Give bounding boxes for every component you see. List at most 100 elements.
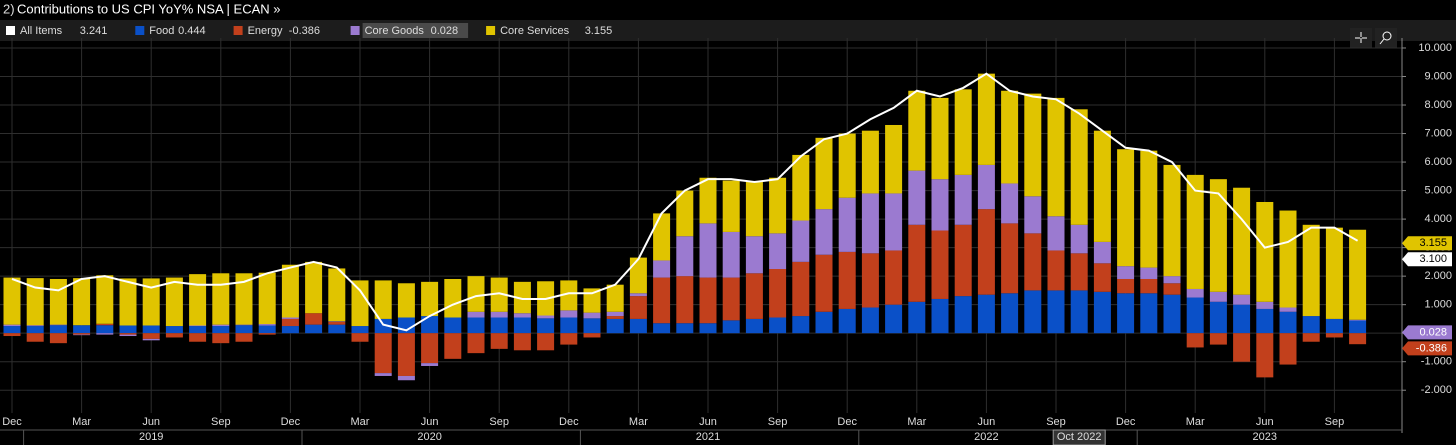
zoom-button[interactable] [1375, 28, 1397, 48]
bar-segment [1302, 316, 1320, 334]
bar-segment [513, 333, 531, 351]
bar-segment [165, 277, 183, 327]
bar-segment [653, 213, 671, 261]
bar-segment [885, 124, 903, 194]
bar-segment [421, 333, 439, 364]
bar-segment [1233, 294, 1251, 305]
bar-segment [699, 323, 717, 334]
toolbar[interactable] [1350, 28, 1397, 48]
bar-segment [1024, 290, 1042, 334]
bar-segment [421, 281, 439, 317]
bar-segment [861, 307, 879, 334]
bar-segment [1001, 223, 1019, 294]
zoom-icon [1382, 31, 1392, 41]
bar-segment [444, 317, 462, 334]
bar-segment [189, 325, 207, 327]
bar-segment [1001, 293, 1019, 334]
bar-segment [537, 333, 555, 351]
bar-segment [1093, 291, 1111, 334]
bar-segment [1349, 229, 1367, 320]
bar-segment [1302, 224, 1320, 317]
bar-segment [1279, 210, 1297, 308]
bar-segment [908, 224, 926, 302]
year-label: 2020 [417, 431, 441, 443]
bar-segment [560, 333, 578, 345]
bar-segment [931, 179, 949, 231]
bar-segment [258, 272, 276, 325]
bar-segment [490, 277, 508, 312]
bar-segment [1325, 333, 1343, 338]
bar-segment [49, 325, 67, 334]
bar-segment [281, 326, 299, 334]
bar-segment [1349, 333, 1367, 345]
bar-segment [954, 89, 972, 175]
bar-segment [676, 276, 694, 324]
bar-segment [560, 310, 578, 318]
bar-segment [212, 273, 230, 325]
bar-segment [1349, 320, 1367, 334]
bar-segment [212, 324, 230, 327]
legend-value: 0.444 [178, 25, 206, 37]
value-tag-label: 3.100 [1419, 253, 1447, 265]
bar-segment [908, 301, 926, 334]
bar-segment [189, 274, 207, 326]
bar-segment [1233, 187, 1251, 295]
bar-segment [189, 333, 207, 342]
bar-segment [908, 90, 926, 171]
bar-segment [328, 321, 346, 325]
x-tick-label: Dec [1116, 416, 1136, 428]
bar-segment [838, 133, 856, 198]
bar-segment [96, 325, 114, 334]
bar-segment [1140, 267, 1158, 279]
bar-segment [142, 333, 160, 339]
x-tick-label: Dec [2, 416, 22, 428]
bar-segment [977, 209, 995, 295]
bar-segment [467, 317, 485, 334]
bar-segment [444, 278, 462, 318]
bar-segment [513, 313, 531, 318]
bar-segment [722, 277, 740, 321]
y-tick-label: 9.000 [1424, 70, 1452, 82]
bar-segment [792, 154, 810, 221]
bar-segment [1256, 201, 1274, 302]
bar-segment [629, 296, 647, 319]
bar-segment [26, 333, 44, 342]
y-tick-label: 6.000 [1424, 156, 1452, 168]
bar-segment [421, 363, 439, 366]
bar-segment [1117, 149, 1135, 267]
bar-segment [977, 73, 995, 165]
legend-item: Core Services 3.155 [486, 25, 612, 37]
legend-item: Core Goods 0.028 [350, 23, 469, 38]
chart-title: Contributions to US CPI YoY% NSA | ECAN … [17, 1, 281, 16]
y-tick-label: 1.000 [1424, 299, 1452, 311]
bar-segment [1001, 90, 1019, 184]
bar-segment [119, 334, 137, 337]
x-tick-label: Mar [72, 416, 91, 428]
bar-segment [769, 177, 787, 234]
bar-segment [1163, 283, 1181, 295]
bar-segment [96, 333, 114, 335]
bar-segment [1140, 150, 1158, 268]
bar-segment [351, 333, 369, 342]
bar-segment [815, 254, 833, 312]
bar-segment [258, 324, 276, 326]
bar-segment [328, 268, 346, 322]
bar-segment [699, 223, 717, 278]
bar-segment [861, 193, 879, 254]
bar-segment [73, 333, 91, 335]
legend-swatch [135, 26, 145, 35]
bar-segment [954, 296, 972, 334]
bar-segment [189, 326, 207, 334]
bar-segment [258, 333, 276, 335]
bar-segment [583, 288, 601, 313]
bar-segment [977, 164, 995, 210]
bar-segment [954, 224, 972, 297]
bar-segment [3, 324, 21, 327]
y-tick-label: -1.000 [1421, 356, 1452, 368]
value-tag [1402, 325, 1452, 340]
bar-segment [606, 318, 624, 334]
bar-segment [931, 298, 949, 334]
bar-segment [1163, 276, 1181, 284]
bar-segment [1186, 174, 1204, 289]
